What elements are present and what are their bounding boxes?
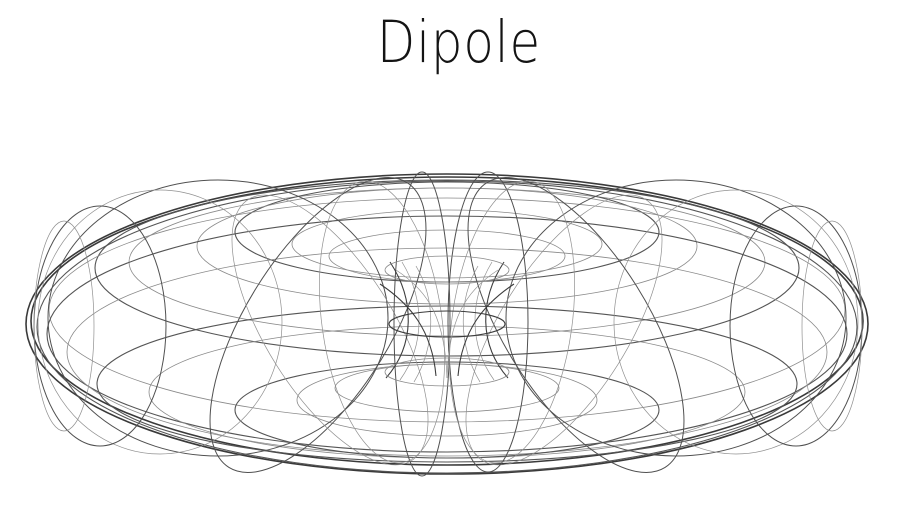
latitude-rings — [47, 180, 847, 462]
outer-silhouette — [26, 174, 868, 474]
central-neck — [380, 256, 514, 386]
field-line-loops — [34, 144, 862, 505]
diagram-title: Dipole — [376, 8, 542, 76]
